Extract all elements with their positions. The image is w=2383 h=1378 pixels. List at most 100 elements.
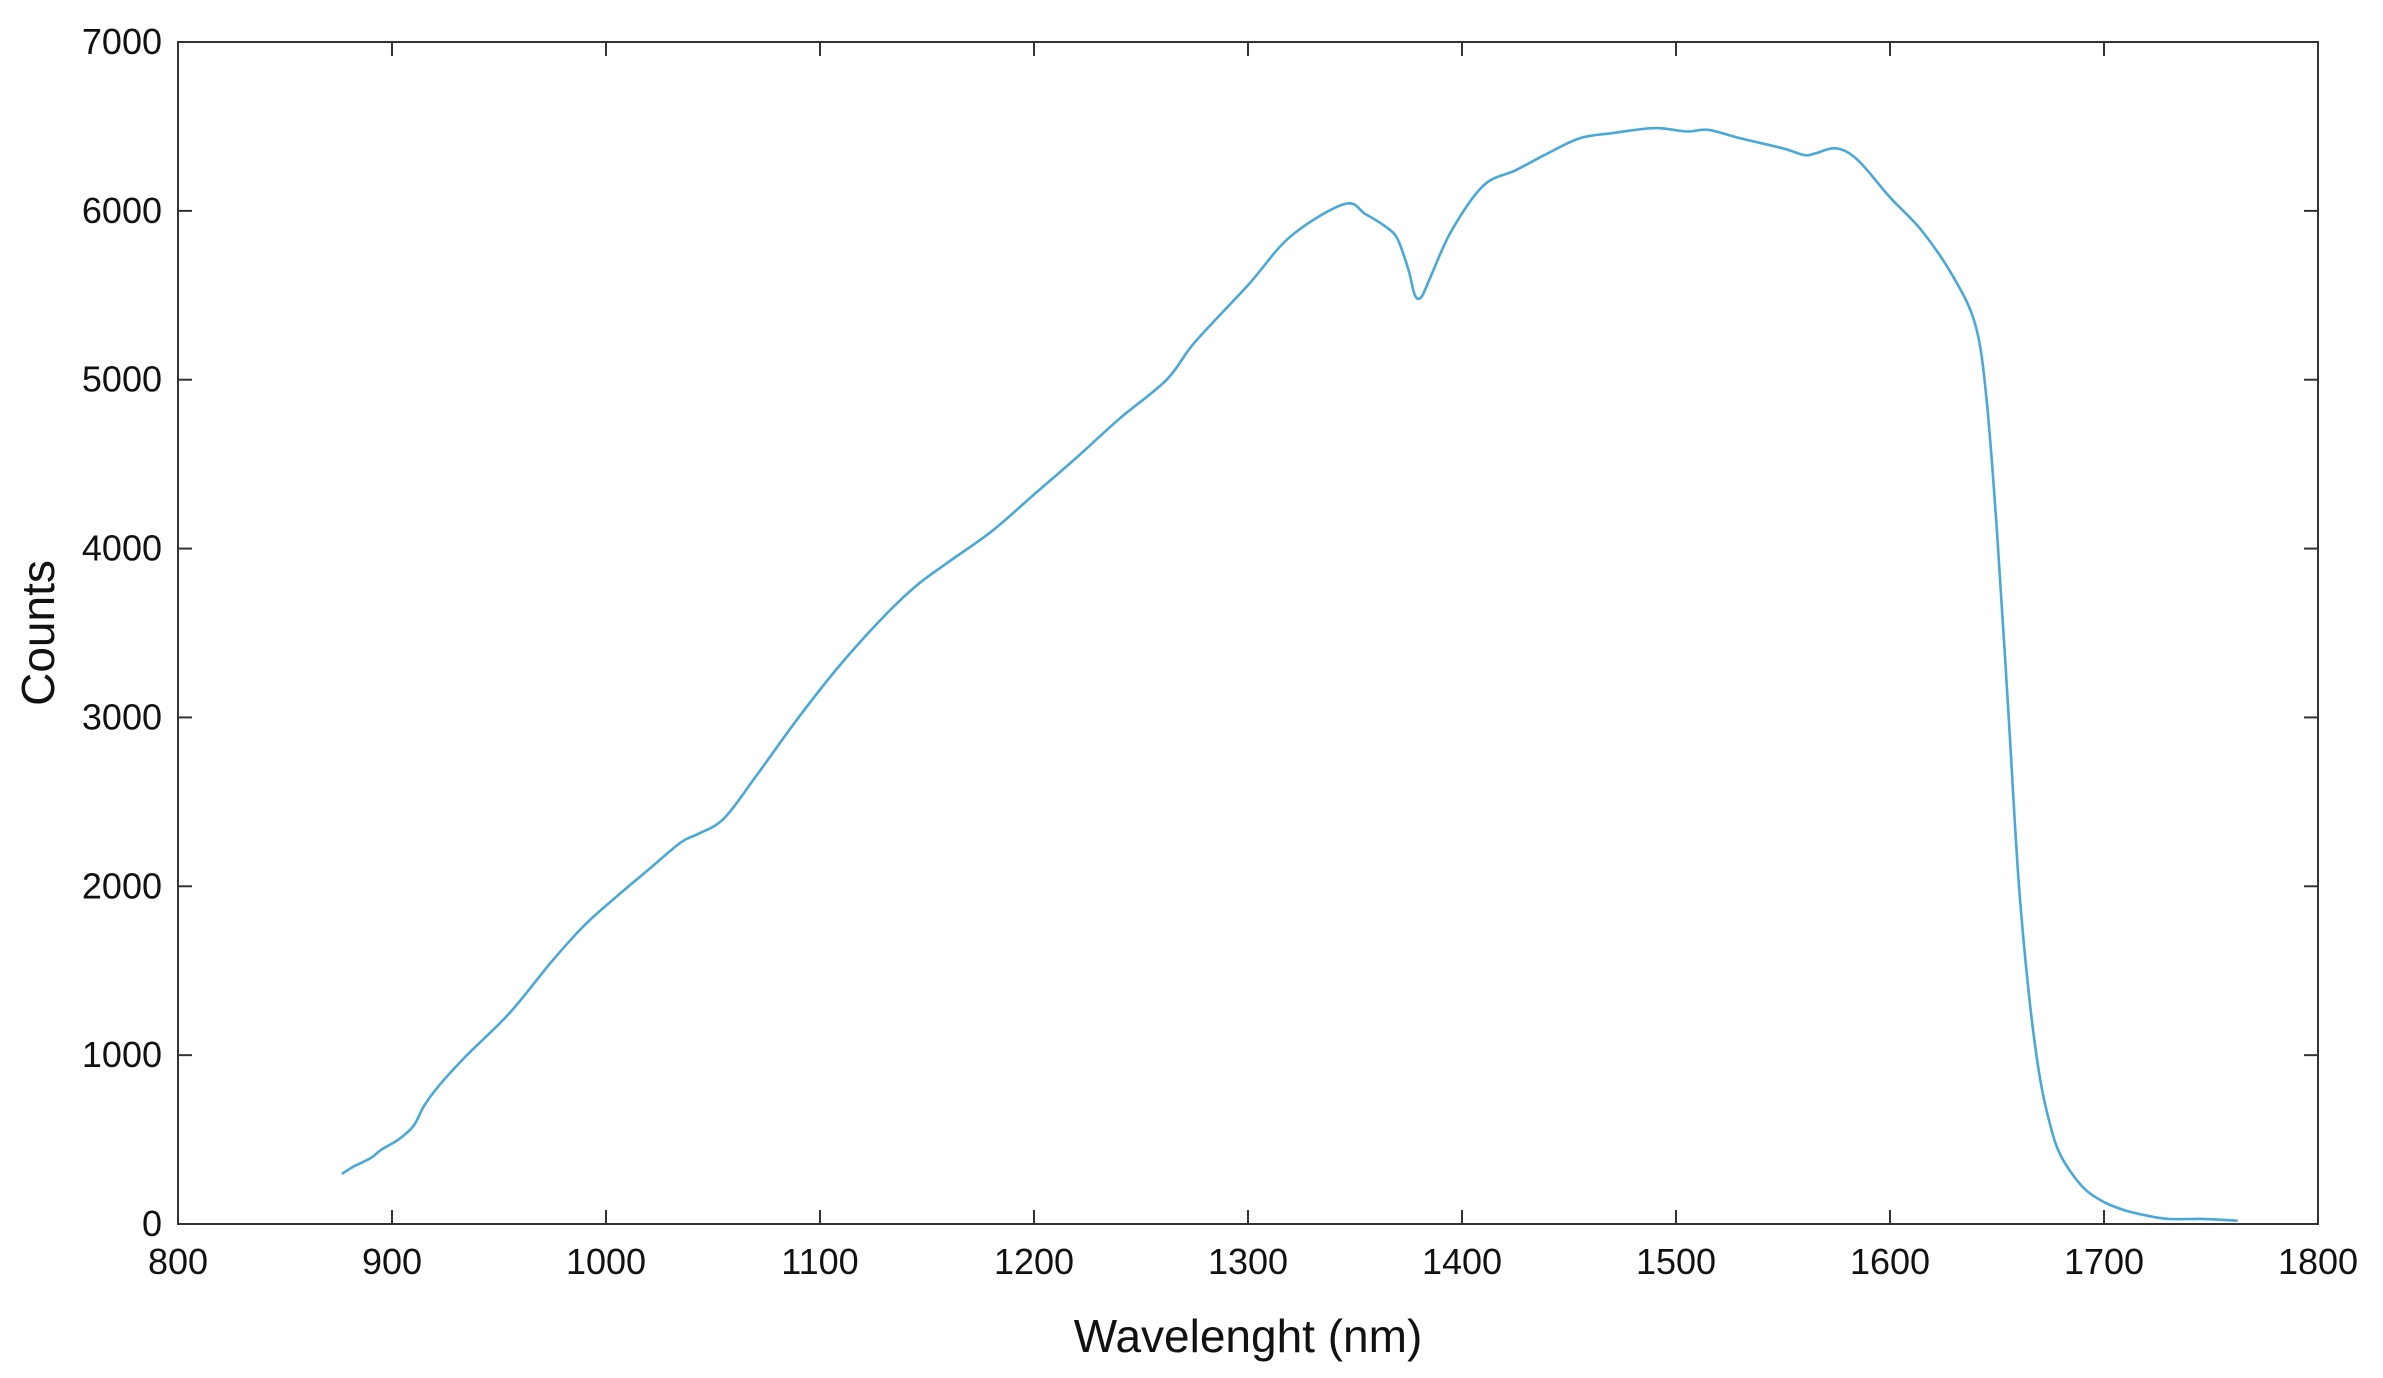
data-point: [369, 1156, 373, 1160]
data-point: [679, 840, 683, 844]
data-point: [465, 1053, 469, 1057]
data-point: [1396, 238, 1400, 242]
data-point: [946, 560, 950, 564]
data-point: [882, 614, 886, 618]
data-point: [411, 1124, 415, 1128]
data-point: [2123, 1208, 2127, 1212]
y-tick-label: 7000: [82, 21, 162, 62]
y-tick-label: 3000: [82, 696, 162, 737]
x-tick-label: 1500: [1636, 1241, 1716, 1282]
data-point: [1407, 268, 1411, 272]
data-point: [2038, 1075, 2042, 1079]
data-point: [1610, 131, 1614, 135]
data-point: [1995, 530, 1999, 534]
x-axis-title: Wavelenght (nm): [1074, 1310, 1423, 1362]
data-point: [797, 715, 801, 719]
y-tick-label: 6000: [82, 190, 162, 231]
data-point: [2145, 1214, 2149, 1218]
data-point: [1738, 136, 1742, 140]
data-point: [1802, 153, 1806, 157]
data-point: [351, 1165, 355, 1169]
data-point: [2198, 1217, 2202, 1221]
y-tick-label: 5000: [82, 359, 162, 400]
data-point: [379, 1148, 383, 1152]
data-point: [1481, 184, 1485, 188]
data-point: [1364, 212, 1368, 216]
data-point: [2235, 1219, 2239, 1223]
data-point: [2016, 876, 2020, 880]
data-point: [551, 959, 555, 963]
data-point: [2102, 1200, 2106, 1204]
data-point: [647, 867, 651, 871]
x-tick-label: 1600: [1850, 1241, 1930, 1282]
data-point: [341, 1171, 345, 1175]
data-point: [1546, 151, 1550, 155]
data-point: [1032, 493, 1036, 497]
data-point: [2059, 1154, 2063, 1158]
data-point: [1653, 126, 1657, 130]
data-point: [615, 894, 619, 898]
data-point: [1974, 324, 1978, 328]
y-tick-label: 0: [142, 1203, 162, 1244]
data-point: [1888, 195, 1892, 199]
data-point: [1685, 129, 1689, 133]
y-tick-label: 2000: [82, 865, 162, 906]
data-point: [839, 661, 843, 665]
x-tick-label: 1000: [566, 1241, 646, 1282]
data-point: [1835, 146, 1839, 150]
data-point: [396, 1138, 400, 1142]
data-point: [1342, 202, 1346, 206]
x-tick-label: 1700: [2064, 1241, 2144, 1282]
data-point: [2027, 994, 2031, 998]
data-point: [508, 1011, 512, 1015]
data-point: [2006, 699, 2010, 703]
x-tick-label: 1100: [781, 1241, 858, 1282]
series-line-0: [341, 126, 2238, 1222]
data-point: [1419, 295, 1423, 299]
data-point: [1165, 378, 1169, 382]
data-point: [2166, 1217, 2170, 1221]
data-point: [1246, 283, 1250, 287]
y-tick-label: 1000: [82, 1034, 162, 1075]
data-point: [1413, 293, 1417, 297]
data-point: [583, 923, 587, 927]
y-axis: 0 1000 2000 3000 4000 5000 6000 7000: [82, 21, 2318, 1244]
data-point: [1952, 276, 1956, 280]
x-tick-label: 800: [148, 1241, 208, 1282]
x-tick-label: 1400: [1422, 1241, 1502, 1282]
y-axis-title: Counts: [12, 560, 64, 706]
data-point: [1920, 229, 1924, 233]
data-point: [1193, 341, 1197, 345]
x-tick-label: 900: [362, 1241, 422, 1282]
data-point: [914, 584, 918, 588]
x-tick-label: 1800: [2278, 1241, 2358, 1282]
data-point: [1075, 455, 1079, 459]
data-point: [1781, 146, 1785, 150]
x-axis: 800 900 1000 1100 1200 1300 1400 1500 1600 1700 18…: [148, 42, 2358, 1282]
data-point: [1428, 276, 1432, 280]
data-point: [1813, 151, 1817, 155]
data-point: [754, 775, 758, 779]
data-point: [1118, 417, 1122, 421]
data-point: [422, 1104, 426, 1108]
data-point: [1449, 229, 1453, 233]
data-point: [722, 817, 726, 821]
data-point: [1578, 136, 1582, 140]
data-point: [437, 1084, 441, 1088]
x-tick-label: 1200: [994, 1241, 1074, 1282]
data-point: [1706, 128, 1710, 132]
data-point: [2081, 1185, 2085, 1189]
data-point: [1984, 395, 1988, 399]
y-tick-label: 4000: [82, 528, 162, 569]
data-point: [1856, 158, 1860, 162]
series-layer: [341, 126, 2239, 1223]
data-point: [1289, 234, 1293, 238]
data-point: [1385, 226, 1389, 230]
data-point: [2220, 1218, 2224, 1222]
data-point: [2049, 1124, 2053, 1128]
data-point: [989, 530, 993, 534]
data-point: [696, 832, 700, 836]
x-tick-label: 1300: [1208, 1241, 1288, 1282]
